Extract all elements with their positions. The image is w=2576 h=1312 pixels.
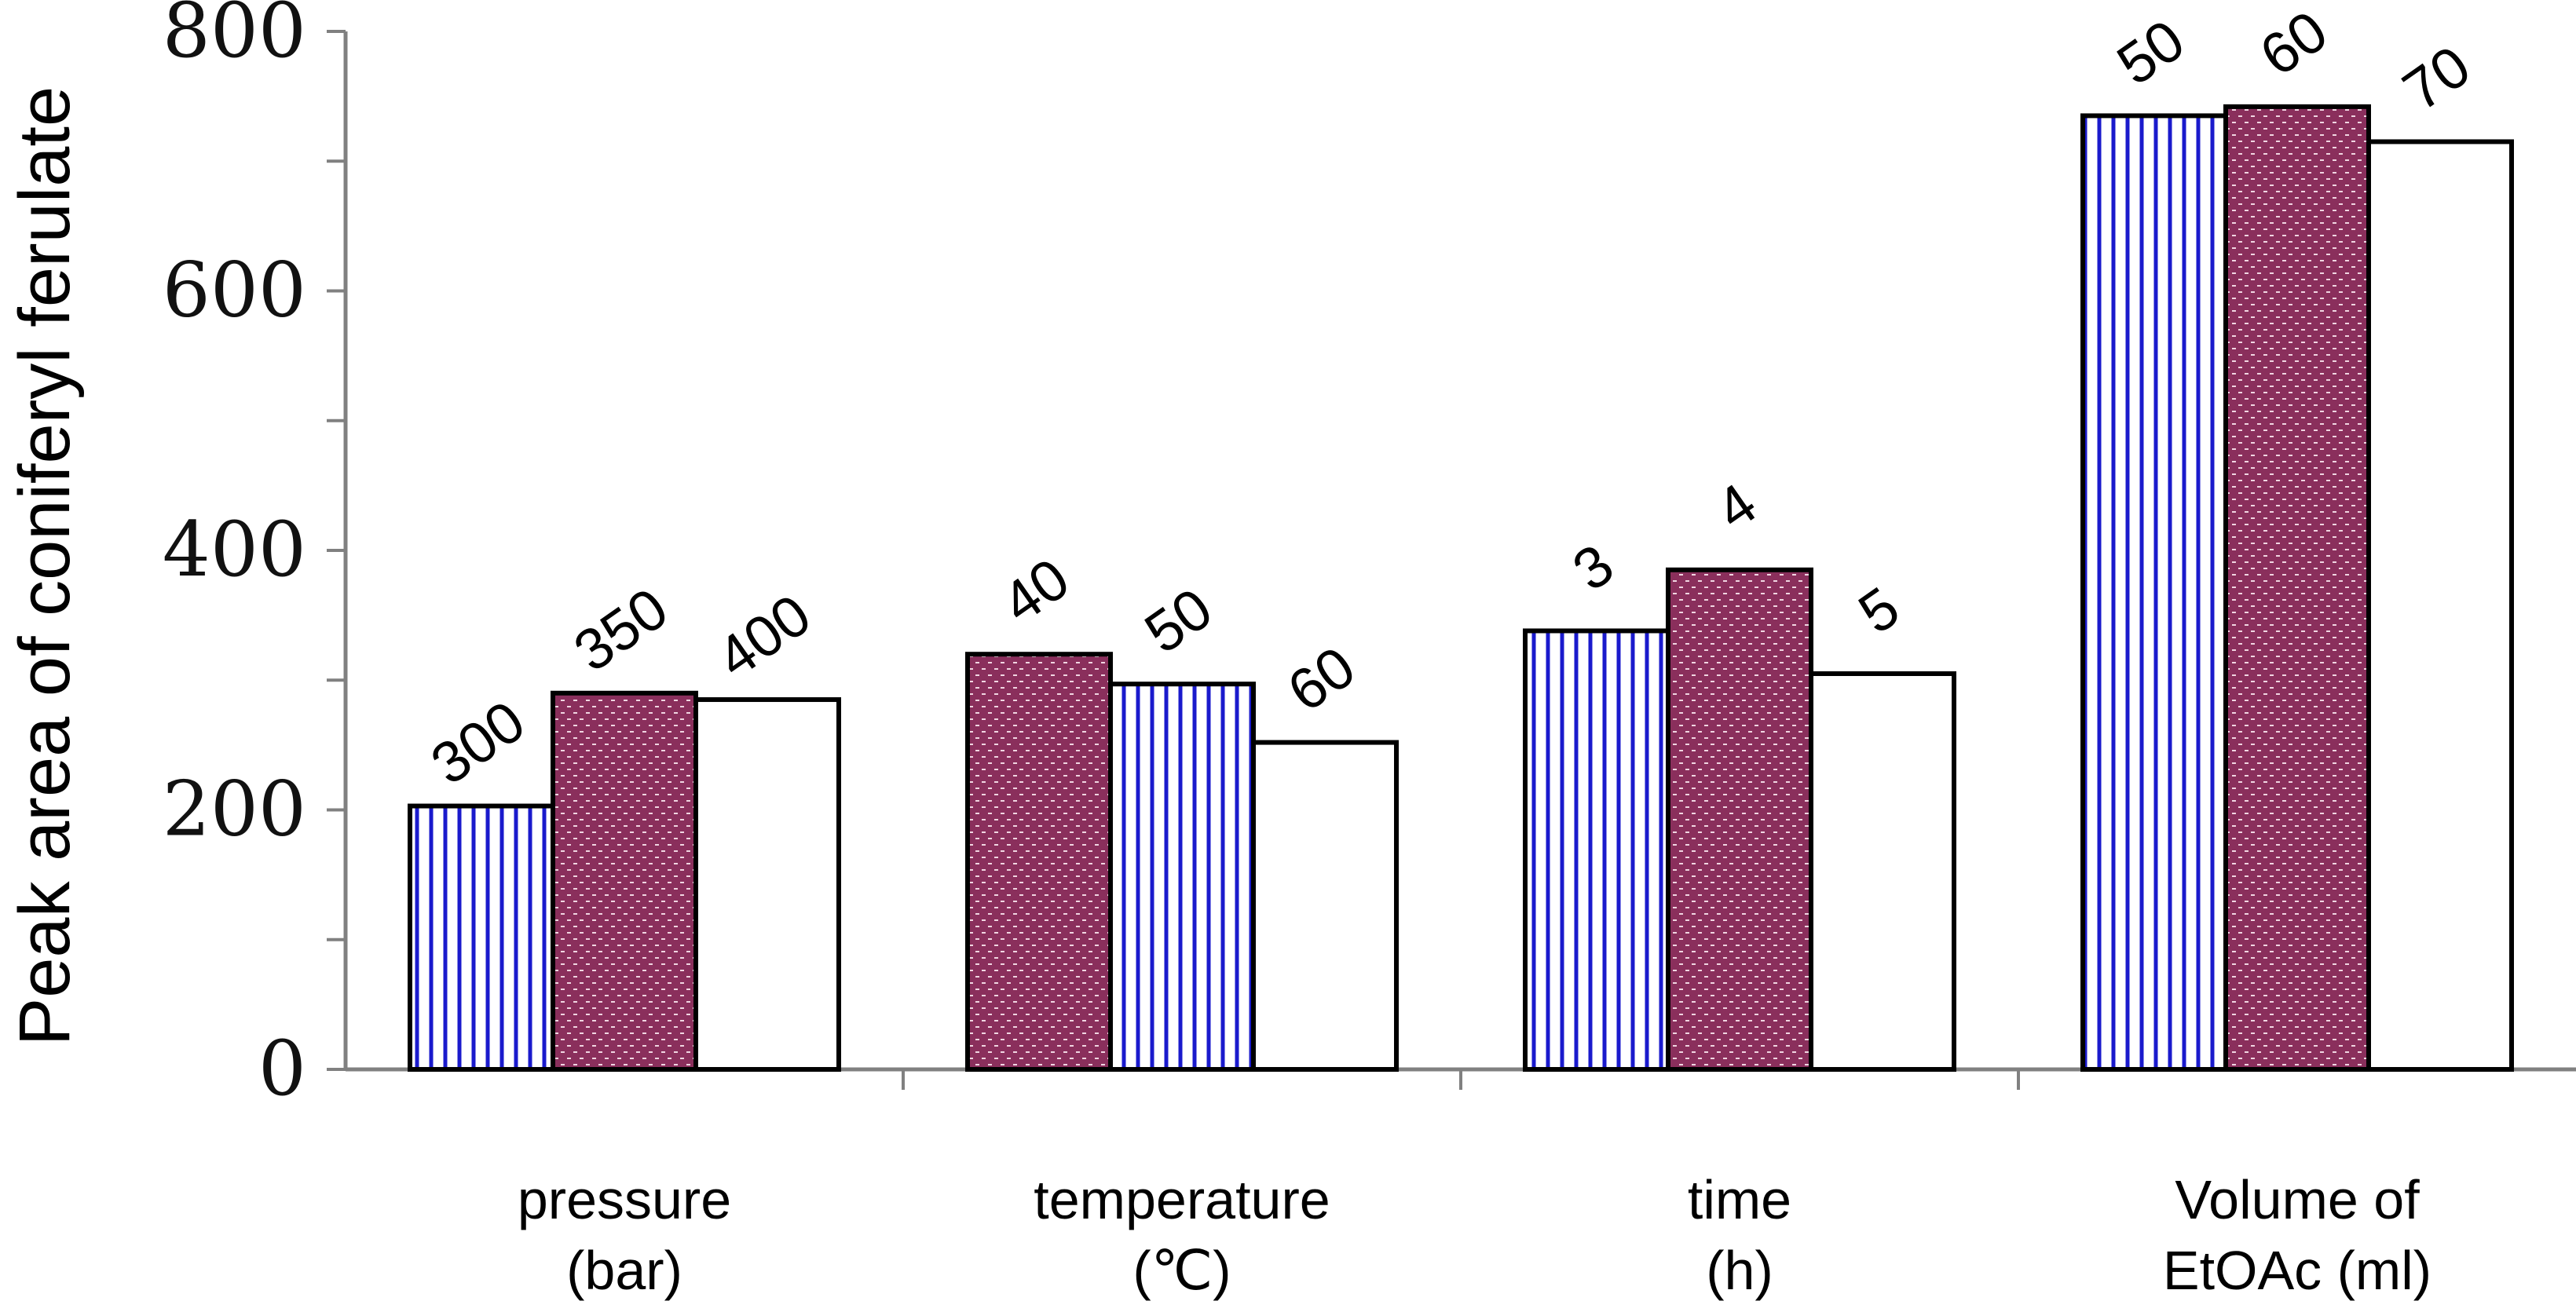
x-category-label: (bar): [566, 1240, 682, 1301]
x-category-label: pressure: [518, 1169, 731, 1230]
bar-value-label: 50: [2106, 7, 2196, 97]
bar-value-label: 400: [705, 582, 822, 691]
y-tick-label: 400: [163, 506, 306, 594]
x-category-label: Volume of: [2175, 1169, 2420, 1230]
bar: [2223, 104, 2371, 1073]
x-category-label: time: [1688, 1169, 1791, 1230]
bar-value-label: 60: [1276, 634, 1367, 724]
bar-value-label: 70: [2391, 33, 2482, 123]
bar: [2080, 113, 2228, 1073]
bar: [693, 697, 841, 1072]
bar-value-label: 350: [562, 575, 679, 684]
y-tick-label: 800: [163, 0, 306, 75]
bar: [965, 652, 1113, 1072]
bar-value-label: 300: [419, 688, 536, 797]
bars: [408, 104, 2514, 1073]
x-category-label: (h): [1706, 1240, 1773, 1301]
bar: [408, 803, 555, 1072]
bar-value-label: 40: [990, 546, 1081, 636]
bar: [551, 690, 698, 1073]
bar-value-label: 4: [1704, 470, 1768, 543]
bar: [1809, 671, 1956, 1072]
bar: [1666, 567, 1813, 1072]
bar-value-label: 60: [2249, 0, 2339, 89]
bar: [1108, 682, 1256, 1073]
y-tick-label: 0: [258, 1025, 306, 1113]
bar-value-label: 50: [1133, 576, 1224, 666]
x-category-label: (℃): [1132, 1240, 1231, 1301]
y-tick-label: 600: [163, 247, 306, 334]
bar-value-label: 3: [1561, 532, 1625, 604]
y-tick-label: 200: [163, 766, 306, 853]
bar-value-label: 5: [1847, 574, 1911, 646]
y-axis-title: Peak area of coniferyl ferulate: [5, 86, 85, 1046]
bar: [1251, 740, 1399, 1072]
x-category-label: temperature: [1034, 1169, 1330, 1230]
bar: [1523, 628, 1670, 1072]
bar: [2366, 139, 2514, 1072]
x-category-label: EtOAc (ml): [2163, 1240, 2431, 1301]
